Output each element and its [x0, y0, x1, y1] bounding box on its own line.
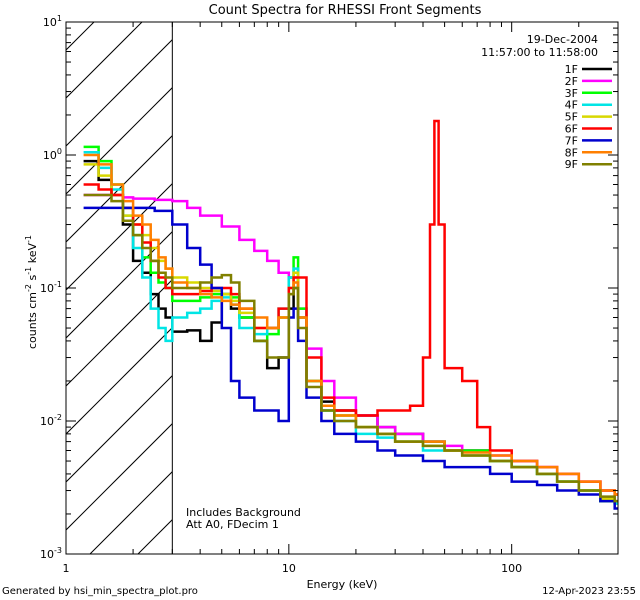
legend-label-1f: 1F	[565, 63, 578, 76]
x-axis-label: Energy (keV)	[307, 578, 378, 591]
plot-frame	[65, 21, 619, 555]
y-tick-label: 100	[43, 147, 62, 162]
x-tick-label: 100	[501, 562, 522, 575]
series-line-5f	[83, 163, 618, 503]
series-line-1f	[83, 159, 618, 505]
hatch-line	[330, 0, 640, 554]
x-tick-labels: 1 10 100	[63, 562, 523, 575]
y-tick-label: 10-2	[40, 413, 62, 428]
series-line-4f	[83, 150, 618, 505]
y-tick-exponent: 1	[57, 14, 62, 23]
hatch-line	[66, 22, 143, 99]
y-label-units-2: s	[26, 274, 39, 283]
y-tick-base: 10	[40, 548, 54, 561]
legend-label-8f: 8F	[565, 146, 578, 159]
legend-label-6f: 6F	[565, 123, 578, 136]
legend-label-5f: 5F	[565, 111, 578, 124]
legend-label-4f: 4F	[565, 99, 578, 112]
hatch-line	[66, 278, 173, 387]
y-label-units-1: counts cm	[26, 292, 39, 349]
y-axis-label: counts cm-2 s-1 keV-1	[24, 235, 39, 349]
y-tick-exponent: -1	[54, 280, 62, 289]
footer-timestamp: 12-Apr-2023 23:55	[542, 586, 636, 597]
y-label-exp-3: -1	[24, 235, 33, 243]
legend-label-7f: 7F	[565, 134, 578, 147]
hatch-line	[66, 374, 173, 483]
legend-label-9f: 9F	[565, 158, 578, 171]
y-tick-exponent: -2	[54, 413, 62, 422]
hatch-line	[0, 0, 114, 554]
hatch-line	[66, 230, 173, 339]
series-lines	[83, 119, 618, 510]
y-tick-label: 10-3	[40, 546, 62, 561]
hatch-line	[282, 0, 640, 554]
y-tick-base: 10	[43, 16, 57, 29]
hatch-line	[66, 182, 173, 291]
y-tick-exponent: 0	[57, 147, 62, 156]
shaded-region-hatch	[0, 0, 640, 554]
date-text: 19-Dec-2004	[527, 33, 598, 46]
y-label-exp-2: -1	[24, 267, 33, 275]
y-tick-base: 10	[40, 415, 54, 428]
footer-generated-by: Generated by hsi_min_spectra_plot.pro	[2, 586, 198, 597]
x-tick-label: 10	[282, 562, 296, 575]
series-line-9f	[83, 193, 618, 503]
y-tick-label: 101	[43, 14, 62, 29]
hatch-line	[66, 326, 173, 435]
series-line-8f	[83, 153, 618, 496]
series-line-7f	[83, 206, 618, 510]
y-label-exp-1: -2	[24, 284, 33, 292]
x-tick-label: 1	[63, 562, 70, 575]
legend-label-2f: 2F	[565, 75, 578, 88]
hatch-line	[66, 422, 173, 531]
y-label-units-3: keV	[26, 243, 39, 267]
y-tick-base: 10	[40, 282, 54, 295]
chart-title: Count Spectra for RHESSI Front Segments	[209, 3, 482, 18]
hatch-line	[66, 86, 173, 195]
annotation-attenuator: Att A0, FDecim 1	[186, 518, 279, 531]
y-tick-exponent: -3	[54, 546, 62, 555]
y-tick-label: 10-1	[40, 280, 62, 295]
y-tick-base: 10	[43, 149, 57, 162]
axis-ticks	[65, 22, 619, 555]
hatch-line	[66, 38, 173, 147]
annotation-background: Includes Background	[186, 506, 301, 519]
legend-label-3f: 3F	[565, 87, 578, 100]
time-range-text: 11:57:00 to 11:58:00	[481, 46, 598, 59]
